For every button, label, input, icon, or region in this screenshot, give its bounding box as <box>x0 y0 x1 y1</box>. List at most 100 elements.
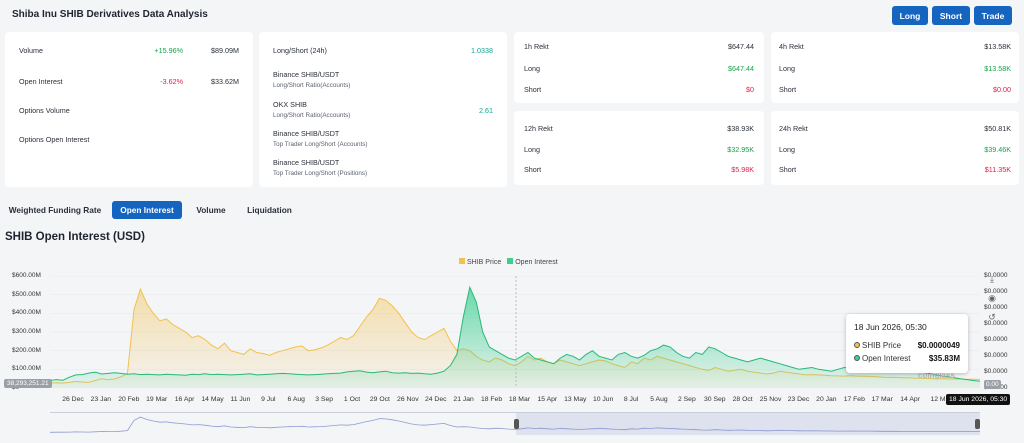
rekt-long-value: $32.95K <box>727 145 754 154</box>
options-open-interest-label: Options Open Interest <box>19 135 90 144</box>
crosshair-right-value: 0.00 <box>984 380 1001 389</box>
download-icon[interactable]: ⤓ <box>990 274 994 284</box>
x-tick: 2 Sep <box>677 396 696 403</box>
navigator-series <box>50 416 980 433</box>
range-navigator[interactable] <box>50 412 980 435</box>
x-tick: 18 Feb <box>480 396 503 403</box>
tab-liquidation[interactable]: Liquidation <box>247 205 292 215</box>
rekt-short-value: $0 <box>746 85 754 94</box>
legend-item-price[interactable]: SHIB Price <box>459 258 501 266</box>
rekt-short-label: Short <box>779 165 797 174</box>
short-button[interactable]: Short <box>932 6 970 25</box>
options-volume-label: Options Volume <box>19 106 70 115</box>
tab-open-interest[interactable]: Open Interest <box>112 201 182 219</box>
rekt-title: 1h Rekt <box>524 42 549 51</box>
y-left-tick: $400.00M <box>12 309 41 317</box>
x-tick: 23 Jan <box>90 396 112 403</box>
ratio-item-label: Binance SHIB/USDT <box>273 158 340 167</box>
long-short-value: 1.0338 <box>471 46 493 55</box>
rekt-long-value: $13.58K <box>984 64 1011 73</box>
rekt-long-label: Long <box>779 145 795 154</box>
rekt-total: $647.44 <box>728 42 754 51</box>
navigator-right-handle[interactable] <box>975 419 980 429</box>
rekt-total: $50.81K <box>984 124 1011 133</box>
legend-label: Open Interest <box>515 259 558 266</box>
y-left-tick: $600.00M <box>12 272 41 279</box>
ratio-item-sub: Top Trader Long/Short (Accounts) <box>273 141 368 148</box>
rekt-long-value: $647.44 <box>728 64 754 73</box>
x-tick: 19 Mar <box>146 396 168 403</box>
chart-legend: SHIB Price Open Interest <box>459 258 558 266</box>
y-right-tick: $0.0000 <box>984 368 1008 375</box>
reset-icon[interactable]: ↺ <box>988 312 996 322</box>
rekt-short-label: Short <box>524 165 542 174</box>
x-tick: 14 May <box>201 396 224 403</box>
volume-value: $89.09M <box>211 46 239 55</box>
ratio-item-label: OKX SHIB <box>273 100 307 109</box>
rekt-short-label: Short <box>779 85 797 94</box>
chart-title: SHIB Open Interest (USD) <box>5 231 145 243</box>
tooltip-oi-label: Open Interest <box>862 354 911 363</box>
tab-weighted-funding-rate[interactable]: Weighted Funding Rate <box>8 205 102 215</box>
navigator-left-handle[interactable] <box>514 419 519 429</box>
legend-item-open-interest[interactable]: Open Interest <box>507 258 558 266</box>
okx-ratio-value: 2.61 <box>479 106 493 115</box>
open-interest-chart[interactable] <box>50 276 980 388</box>
chart-tabs: Weighted Funding Rate Open Interest Volu… <box>0 201 400 221</box>
x-tick: 13 May <box>564 396 587 403</box>
x-tick: 26 Dec <box>62 396 84 403</box>
x-tick: 29 Oct <box>369 396 390 403</box>
y-right-tick: $0.0000 <box>984 336 1008 343</box>
oi-dot-icon <box>854 355 860 361</box>
tooltip-price-label: SHIB Price <box>862 341 902 350</box>
legend-label: SHIB Price <box>467 259 502 266</box>
camera-icon[interactable]: ◉ <box>988 293 996 303</box>
shib-price-area <box>50 289 980 388</box>
ratio-item-sub: Long/Short Ratio(Accounts) <box>273 82 351 89</box>
rekt-long-label: Long <box>779 64 795 73</box>
price-dot-icon <box>854 342 860 348</box>
x-tick: 11 Jun <box>230 396 251 403</box>
long-short-title: Long/Short (24h) <box>273 46 327 55</box>
x-tick: 15 Apr <box>537 396 558 403</box>
long-short-card: Long/Short (24h) 1.0338 Binance SHIB/USD… <box>259 32 507 187</box>
tooltip-price-value: $0.0000049 <box>917 341 960 350</box>
x-tick: 6 Aug <box>287 396 305 403</box>
y-left-tick: $100.00M <box>12 365 41 373</box>
rekt-card-24h: 24h Rekt $50.81K Long $39.46K Short $11.… <box>771 111 1019 185</box>
watermark: coinglass <box>918 371 955 380</box>
y-left-tick: $500.00M <box>12 290 41 298</box>
crosshair-left-value: 38,293,251.21 <box>4 379 52 388</box>
x-tick: 26 Nov <box>397 396 419 403</box>
tooltip-price-row: SHIB Price <box>854 341 901 350</box>
y-right-tick: $0.0000 <box>984 272 1008 279</box>
chart-tooltip: 18 Jun 2026, 05:30 SHIB Price $0.0000049… <box>846 314 968 373</box>
open-interest-change: -3.62% <box>160 77 183 86</box>
crosshair-date: 18 Jun 2026, 05:30 <box>946 394 1011 405</box>
ratio-item-sub: Long/Short Ratio(Accounts) <box>273 112 351 119</box>
x-tick: 17 Mar <box>871 396 893 403</box>
tooltip-date: 18 Jun 2026, 05:30 <box>854 322 927 332</box>
long-button[interactable]: Long <box>892 6 928 25</box>
rekt-short-value: $0.00 <box>993 85 1011 94</box>
y-right-tick: $0.0000 <box>984 304 1008 311</box>
x-tick: 17 Feb <box>843 396 865 403</box>
navigator-selection[interactable] <box>516 413 980 435</box>
y-left-tick: $200.00M <box>12 346 41 354</box>
x-tick: 24 Dec <box>424 396 447 403</box>
rekt-short-value: $5.98K <box>731 165 754 174</box>
rekt-short-value: $11.35K <box>984 165 1011 174</box>
y-right-tick: $0.0000 <box>984 352 1008 359</box>
rekt-short-label: Short <box>524 85 542 94</box>
y-right-tick: $0.0000 <box>984 320 1008 327</box>
rekt-card-4h: 4h Rekt $13.58K Long $13.58K Short $0.00 <box>771 32 1019 103</box>
x-tick: 20 Jan <box>816 396 837 403</box>
open-interest-area <box>50 287 980 388</box>
trade-button[interactable]: Trade <box>974 6 1012 25</box>
y-left-tick: $300.00M <box>12 328 41 335</box>
tooltip-oi-value: $35.83M <box>928 354 960 363</box>
tab-volume[interactable]: Volume <box>196 205 226 215</box>
ratio-item-sub: Top Trader Long/Short (Positions) <box>273 170 368 177</box>
x-tick: 12 M <box>930 396 946 403</box>
x-tick: 10 Jun <box>592 396 614 403</box>
